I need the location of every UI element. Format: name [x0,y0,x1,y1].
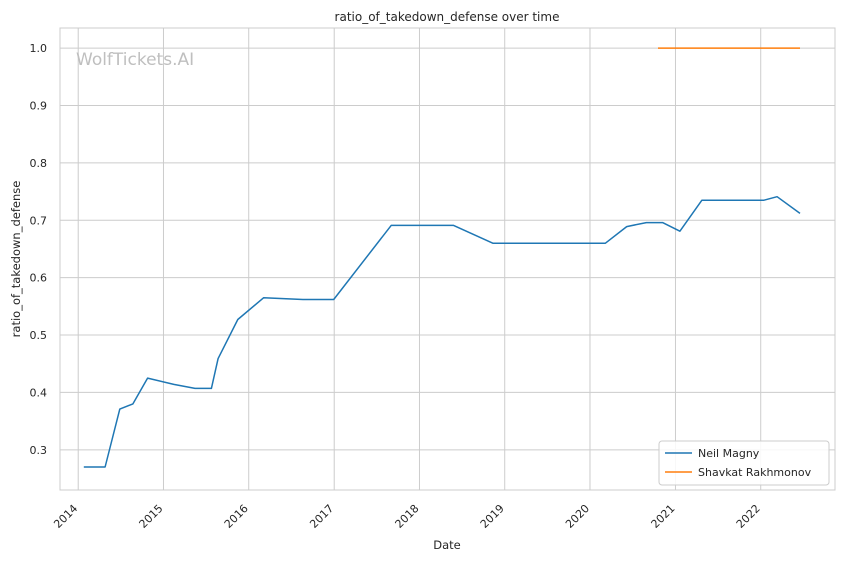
y-tick-label: 1.0 [30,42,48,55]
legend-label: Shavkat Rakhmonov [698,466,812,479]
y-tick-label: 0.9 [30,99,48,112]
series-lines [83,47,801,468]
plot-frame [59,27,836,491]
chart-title: ratio_of_takedown_defense over time [335,10,560,24]
plot-area [59,27,836,491]
y-tick-label: 0.8 [30,157,48,170]
y-tick-label: 0.4 [30,386,48,399]
y-axis-label: ratio_of_takedown_defense [9,181,23,338]
series-line-neil-magny [83,195,801,468]
x-axis-label: Date [433,538,461,552]
y-tick-label: 0.6 [30,272,48,285]
legend-label: Neil Magny [698,447,760,460]
y-tick-label: 0.3 [30,444,48,457]
legend: Neil Magny Shavkat Rakhmonov [658,440,830,486]
y-tick-label: 0.5 [30,329,48,342]
watermark: WolfTickets.AI [76,50,194,70]
legend-box [658,440,830,486]
y-tick-label: 0.7 [30,214,48,227]
y-axis-ticks: 0.3 0.4 0.5 0.6 0.7 0.8 0.9 1.0 [30,42,48,457]
